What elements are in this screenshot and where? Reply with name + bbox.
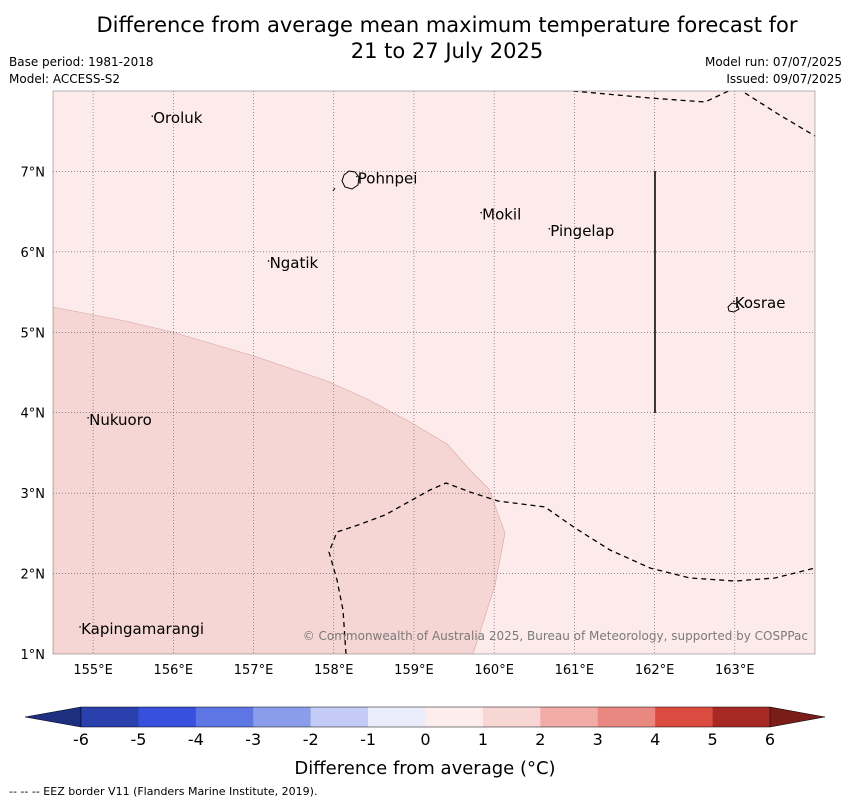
lon-tick-label: 162°E [635,663,675,678]
colorbar-tick-label: 2 [535,730,545,749]
colorbar-swatch [368,707,426,727]
colorbar-tick-label: 3 [593,730,603,749]
colorbar-swatch [81,707,139,727]
place-labels: Oroluk Pohnpei Mokil Pingelap Ngatik Kosrae Nu… [79,109,785,638]
ant-atoll-outline [332,187,336,192]
lat-tick-label: 7°N [21,165,46,180]
colorbar-tick-label: -6 [73,730,89,749]
pohnpei-island-outline [341,170,360,190]
place-marker [267,260,270,262]
place-label: Nukuoro [89,411,152,429]
lon-tick-label: 159°E [394,663,434,678]
model-name: Model: ACCESS-S2 [9,72,121,86]
place-marker [79,626,81,628]
place-marker [356,175,358,178]
colorbar-tick-label: 6 [765,730,775,749]
map-frame [52,90,816,655]
place-label: Pohnpei [358,169,418,187]
place-marker [87,416,89,419]
eez-footnote: -- -- -- EEZ border V11 (Flanders Marine… [9,785,318,798]
lat-tick-label: 3°N [21,487,46,502]
colorbar-tick-label: -5 [130,730,146,749]
colorbar-label: Difference from average (°C) [294,758,555,779]
lat-tick-label: 4°N [21,407,46,422]
lon-tick-label: 155°E [73,663,113,678]
colorbar-swatch [195,707,254,727]
lat-tick-label: 6°N [21,246,46,261]
lon-tick-label: 160°E [474,663,514,678]
place-label: Kapingamarangi [81,620,204,638]
chart-title: Difference from average mean maximum tem… [0,12,850,64]
title-line-2: 21 to 27 July 2025 [350,39,544,63]
lon-tick-label: 163°E [715,663,755,678]
place-marker [732,300,735,302]
place-marker [548,227,551,230]
title-line-1: Difference from average mean maximum tem… [96,13,798,37]
meta-right: Model run: 07/07/2025 Issued: 09/07/2025 [705,54,842,88]
base-period: Base period: 1981-2018 [9,55,154,69]
lat-tick-label: 1°N [21,648,46,663]
colorbar-swatch [482,707,541,727]
copyright-note: © Commonwealth of Australia 2025, Bureau… [303,629,808,643]
meta-left: Base period: 1981-2018 Model: ACCESS-S2 [9,54,154,88]
place-marker [480,211,482,214]
axis-ticks: 155°E 156°E 157°E 158°E 159°E 160°E 161°E 162°E… [21,165,755,678]
lat-tick-label: 2°N [21,568,46,583]
place-label: Mokil [482,206,521,224]
colorbar: -6 -5 -4 -3 -2 -1 0 1 2 3 4 5 6 [24,706,826,749]
place-label: Kosrae [735,294,786,312]
model-run: Model run: 07/07/2025 [704,55,842,69]
colorbar-swatch [253,707,311,727]
colorbar-low-extend [24,706,82,728]
colorbar-tick-label: -4 [188,730,204,749]
colorbar-tick-label: -3 [245,730,261,749]
colorbar-swatch [540,707,599,727]
colorbar-swatch [310,707,369,727]
place-label: Oroluk [153,109,202,127]
issued-date: Issued: 09/07/2025 [726,72,842,86]
colorbar-tick-label: 4 [650,730,660,749]
place-label: Pingelap [550,222,614,240]
colorbar-tick-label: -2 [303,730,319,749]
gridlines [53,91,815,654]
anomaly-region-1-to-2 [53,306,506,654]
colorbar-frame [80,706,771,728]
colorbar-tick-label: 1 [478,730,488,749]
colorbar-swatch [655,707,713,727]
colorbar-tick-label: -1 [360,730,376,749]
colorbar-swatch [712,707,771,727]
kosrae-island-outline [727,302,740,313]
colorbar-tick-label: 5 [707,730,717,749]
colorbar-tick-label: 0 [420,730,430,749]
colorbar-high-extend [769,706,826,728]
colorbar-swatch [138,707,197,727]
lon-tick-label: 158°E [314,663,354,678]
eez-border-north [572,91,815,137]
colorbar-swatch [597,707,656,727]
place-marker [151,115,154,117]
colorbar-swatch [425,707,484,727]
lon-tick-label: 156°E [154,663,194,678]
lon-tick-label: 157°E [234,663,274,678]
place-label: Ngatik [270,254,319,272]
lon-tick-label: 161°E [555,663,595,678]
lat-tick-label: 5°N [21,326,46,341]
